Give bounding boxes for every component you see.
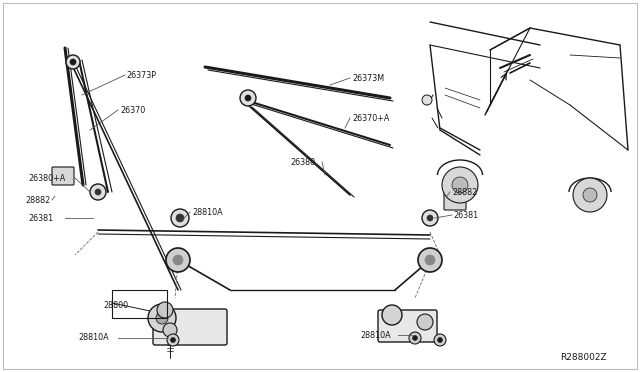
- Circle shape: [418, 248, 442, 272]
- Circle shape: [583, 188, 597, 202]
- Circle shape: [245, 95, 251, 101]
- Circle shape: [382, 305, 402, 325]
- Text: 28882: 28882: [25, 196, 51, 205]
- Text: 26381: 26381: [453, 211, 478, 219]
- Circle shape: [176, 214, 184, 222]
- Text: 26370+A: 26370+A: [352, 113, 389, 122]
- Circle shape: [90, 184, 106, 200]
- Circle shape: [240, 90, 256, 106]
- Circle shape: [409, 332, 421, 344]
- Circle shape: [70, 59, 76, 65]
- Text: 26380+A: 26380+A: [28, 173, 65, 183]
- Circle shape: [167, 334, 179, 346]
- Circle shape: [422, 210, 438, 226]
- Circle shape: [166, 248, 190, 272]
- Circle shape: [434, 334, 446, 346]
- Circle shape: [573, 178, 607, 212]
- Circle shape: [442, 167, 478, 203]
- Circle shape: [95, 189, 101, 195]
- Circle shape: [156, 312, 168, 324]
- Circle shape: [171, 209, 189, 227]
- Circle shape: [66, 55, 80, 69]
- Circle shape: [148, 304, 176, 332]
- FancyBboxPatch shape: [52, 167, 74, 185]
- Circle shape: [422, 95, 432, 105]
- FancyBboxPatch shape: [378, 310, 437, 342]
- Circle shape: [413, 336, 417, 340]
- Circle shape: [163, 323, 177, 337]
- Circle shape: [425, 255, 435, 265]
- FancyBboxPatch shape: [444, 192, 466, 210]
- Circle shape: [170, 337, 175, 343]
- Circle shape: [452, 177, 468, 193]
- Circle shape: [157, 302, 173, 318]
- Text: R288002Z: R288002Z: [560, 353, 607, 362]
- Circle shape: [427, 215, 433, 221]
- Text: 28800: 28800: [103, 301, 128, 310]
- Circle shape: [417, 314, 433, 330]
- Text: 26381: 26381: [28, 214, 53, 222]
- Text: 28882: 28882: [452, 187, 477, 196]
- Text: 28810A: 28810A: [360, 330, 390, 340]
- Text: 28810A: 28810A: [78, 334, 109, 343]
- Circle shape: [173, 255, 183, 265]
- Text: 26373M: 26373M: [352, 74, 384, 83]
- Text: 28810A: 28810A: [192, 208, 223, 217]
- FancyBboxPatch shape: [153, 309, 227, 345]
- Text: 26380: 26380: [290, 157, 315, 167]
- Text: 26373P: 26373P: [126, 71, 156, 80]
- Text: 26370: 26370: [120, 106, 145, 115]
- Circle shape: [438, 337, 442, 343]
